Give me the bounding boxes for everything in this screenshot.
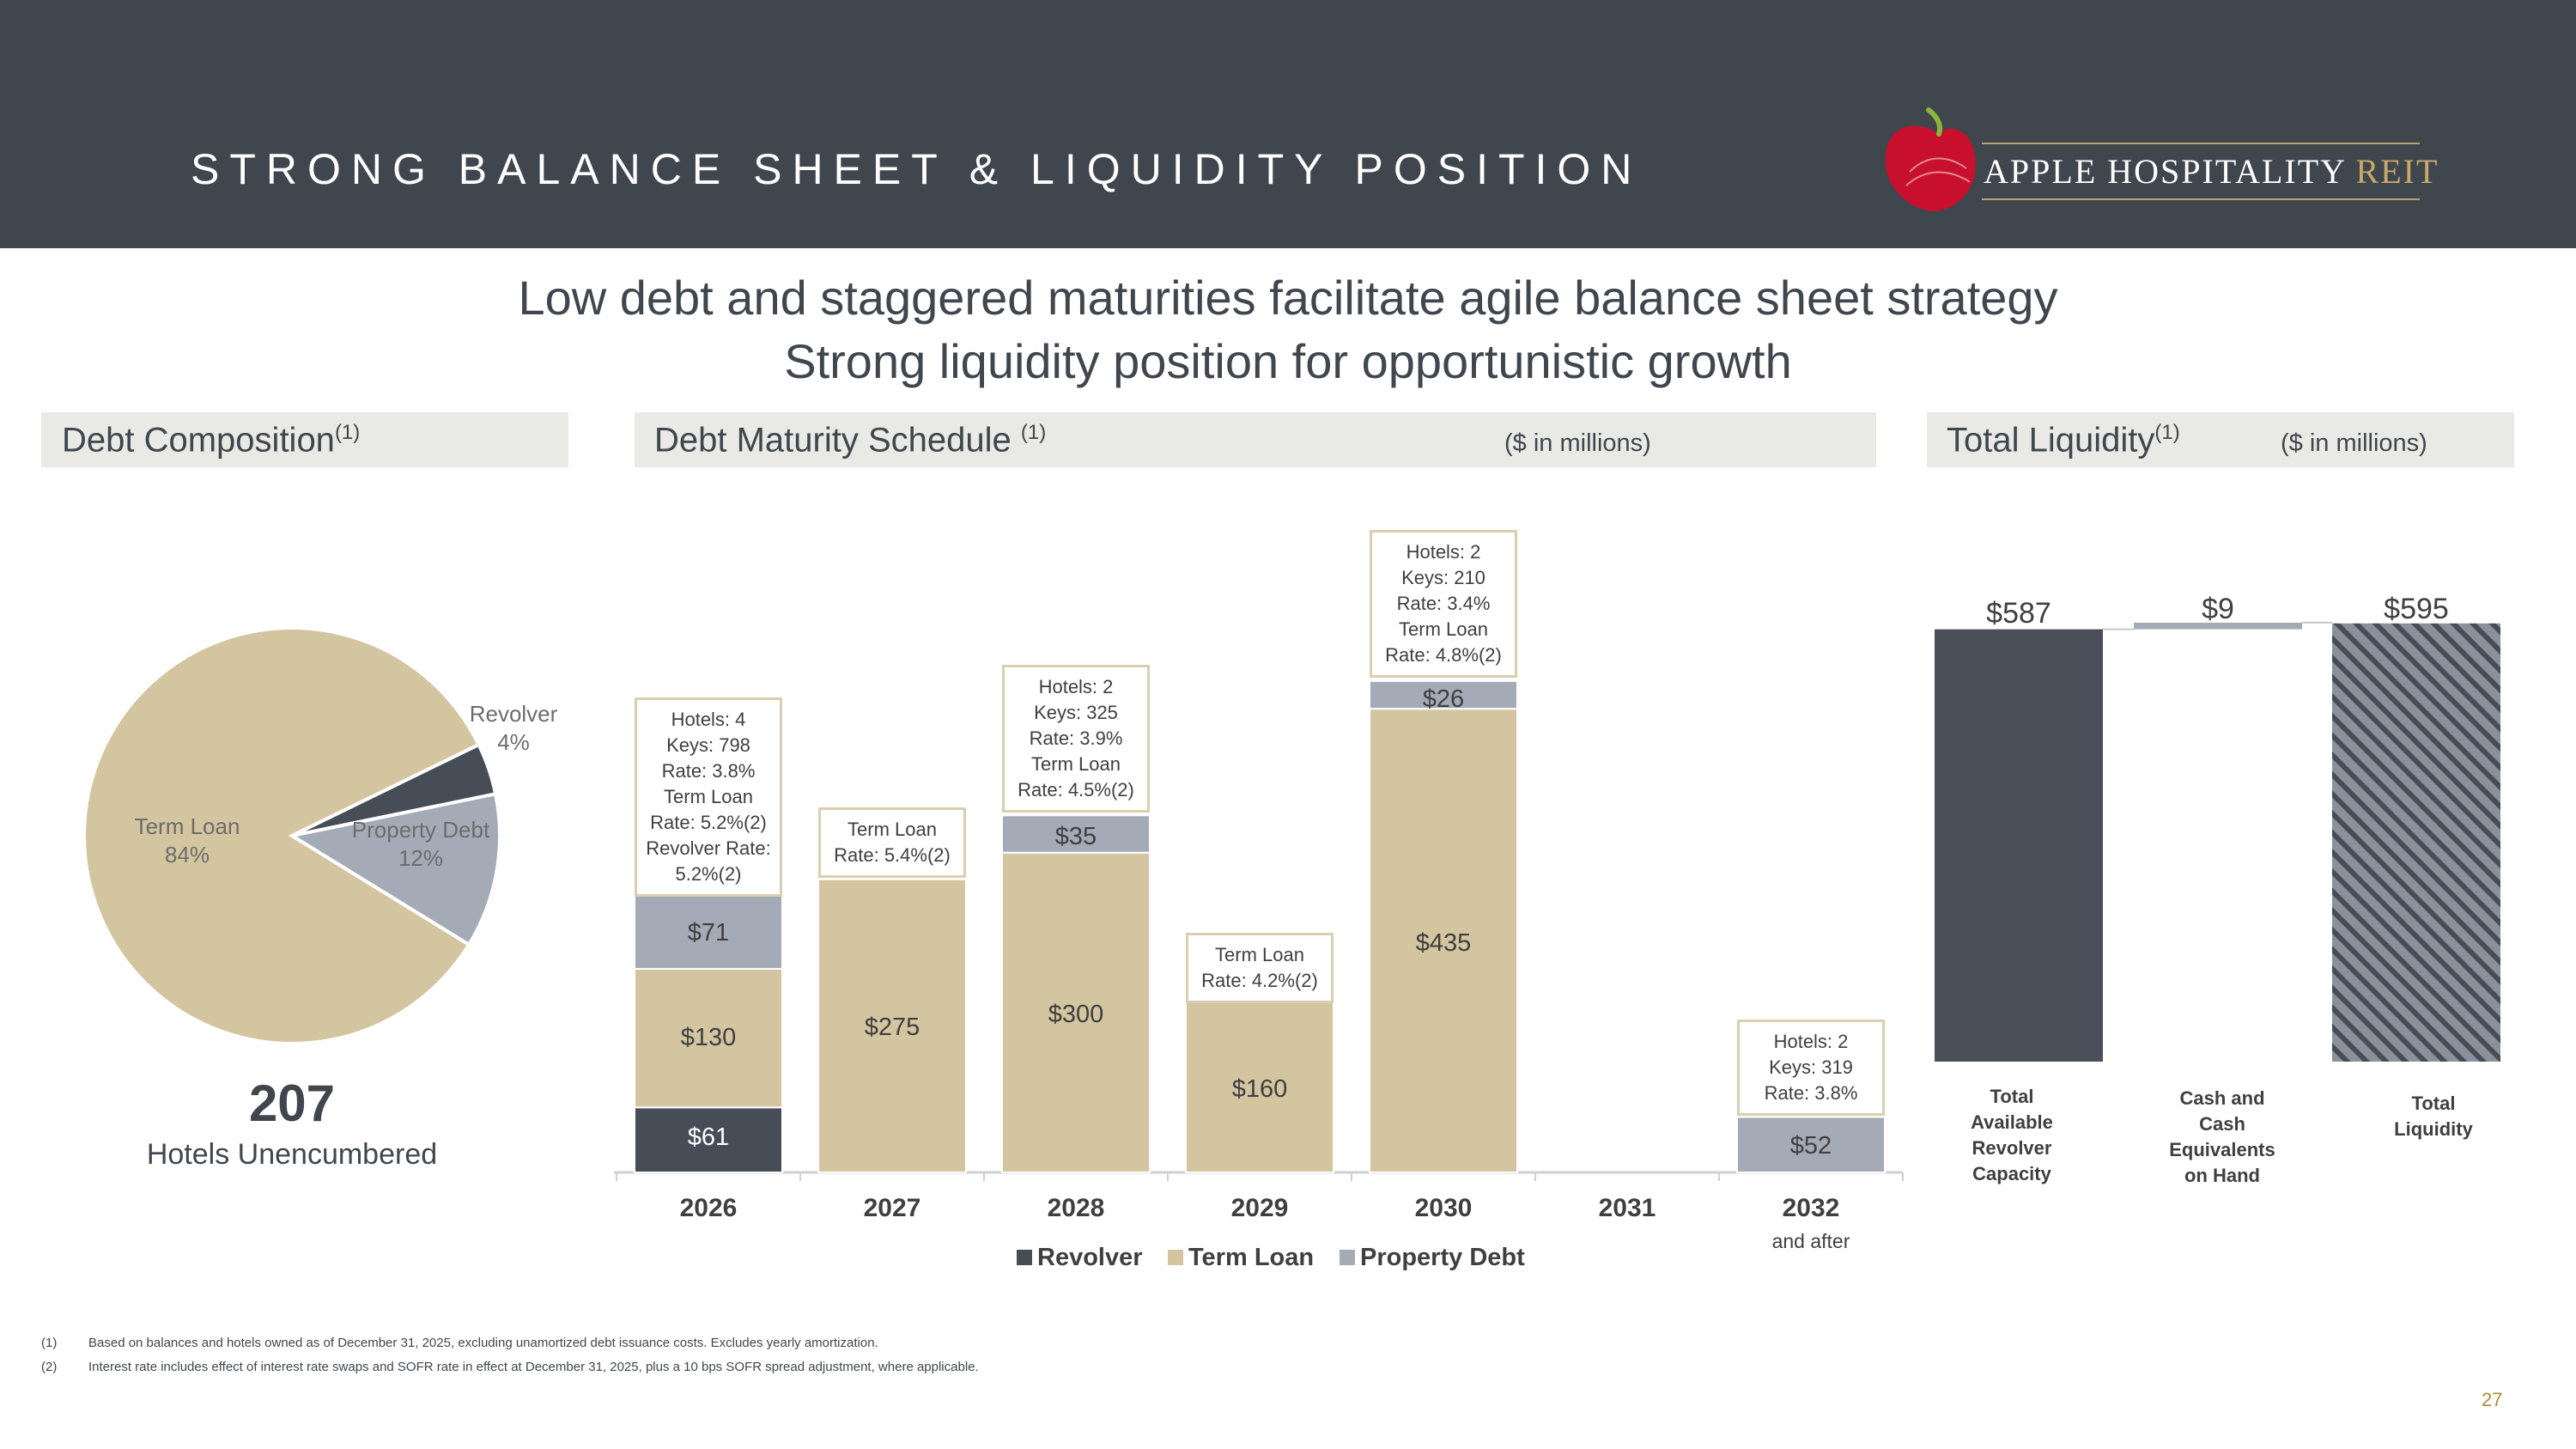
maturity-unit: ($ in millions) [1504,429,1651,457]
bar-2026-property-debt [634,892,783,970]
composition-section-bar [41,412,568,467]
liquidity-bar-revolver [1935,629,2103,1062]
header-band [0,0,2576,248]
callout-2027: Term Loan Rate: 5.4%(2) [818,807,966,878]
liquidity-unit: ($ in millions) [2281,429,2427,457]
bar-2028-term-loan [1001,851,1151,1173]
debt-composition-pie [82,625,501,1045]
liquidity-value-cash: $9 [2202,593,2234,625]
maturity-section-bar [635,412,1876,467]
page-title: STRONG BALANCE SHEET & LIQUIDITY POSITIO… [191,145,1643,193]
footnote-1: (1) Based on balances and hotels owned as… [41,1336,878,1350]
liquidity-category-revolver: Total Available Revolver Capacity [1971,1086,2053,1184]
liquidity-value-revolver: $587 [1986,597,2051,630]
composition-title: Debt Composition(1) [62,421,361,460]
liquidity-bar-total [2332,623,2500,1062]
debt-maturity-chart [614,679,1904,1181]
legend-term-loan: Term Loan [1168,1244,1314,1272]
bar-2029-term-loan [1185,1001,1334,1173]
logo-rule-top [1982,143,2420,144]
pie-slice-term-loan [82,625,482,1045]
liquidity-section-bar [1927,412,2514,467]
callout-2030: Hotels: 2 Keys: 210 Rate: 3.4% Term Loan Rat… [1370,530,1517,678]
year-label-2030: 2030 [1414,1194,1473,1222]
pie-label-property-debt: Property Debt 12% [351,817,490,871]
bar-label-2030-term-loan: $435 [1415,929,1472,957]
bar-2028-property-debt [1001,814,1151,854]
bar-label-2030-property-debt: $26 [1422,685,1465,713]
bar-2030-term-loan [1369,708,1518,1173]
bar-2026-term-loan [634,967,783,1109]
bar-2026-revolver [634,1106,783,1173]
logo-wordmark: APPLE HOSPITALITY REIT [1984,152,2439,191]
callout-2026: Hotels: 4 Keys: 798 Rate: 3.8% Term Loan Rat… [635,697,782,897]
total-liquidity-chart [1935,621,2500,1062]
liquidity-category-total: Total Liquidity [2394,1093,2473,1140]
bar-label-2028-term-loan: $300 [1048,1001,1104,1028]
year-label-2028: 2028 [1047,1194,1105,1222]
callout-2029: Term Loan Rate: 4.2%(2) [1186,933,1334,1003]
unencumbered-count: 207 [248,1075,336,1132]
bar-label-2032-property-debt: $52 [1789,1132,1832,1160]
legend-property-debt: Property Debt [1340,1244,1525,1272]
bar-label-2026-revolver: $61 [687,1123,730,1151]
liquidity-category-cash: Cash and Cash Equivalents on Hand [2169,1087,2275,1186]
pie-label-revolver: Revolver 4% [469,701,558,755]
bar-label-2027-term-loan: $275 [864,1014,920,1041]
year-label-2026: 2026 [679,1194,738,1222]
legend-swatch-term-loan [1168,1250,1183,1265]
year-label-2032: 2032 [1782,1194,1840,1222]
bar-label-2026-property-debt: $71 [687,919,730,947]
year-label-2027: 2027 [863,1194,921,1222]
headline-line-1: Low debt and staggered maturities facili… [518,271,2058,325]
year-label-2031: 2031 [1598,1194,1656,1222]
legend-swatch-revolver [1017,1250,1032,1265]
footnote-2: (2) Interest rate includes effect of inte… [41,1360,979,1374]
bar-2032-property-debt [1736,1116,1886,1174]
page-number: 27 [2482,1389,2503,1410]
bar-label-2029-term-loan: $160 [1231,1075,1288,1103]
legend-revolver: Revolver [1017,1244,1143,1272]
year-label-2029: 2029 [1230,1194,1289,1222]
bar-2027-term-loan [817,878,967,1173]
bar-2030-property-debt [1369,679,1518,710]
bar-label-2028-property-debt: $35 [1054,823,1097,850]
bar-label-2026-term-loan: $130 [680,1024,737,1051]
callout-2032: Hotels: 2 Keys: 319 Rate: 3.8% [1737,1020,1885,1116]
headline-line-2: Strong liquidity position for opportunis… [784,334,1792,388]
liquidity-value-total: $595 [2384,593,2449,625]
unencumbered-label: Hotels Unencumbered [146,1138,438,1171]
logo-rule-bottom [1982,198,2420,200]
pie-slice-property-debt [287,791,501,947]
liquidity-title: Total Liquidity(1) [1947,421,2180,460]
callout-2028: Hotels: 2 Keys: 325 Rate: 3.9% Term Loan Rat… [1002,665,1150,813]
year-note-and-after: and after [1771,1230,1850,1252]
pie-label-term-loan: Term Loan 84% [134,813,240,868]
legend-swatch-property-debt [1340,1250,1355,1265]
liquidity-bar-cash [2134,622,2302,630]
maturity-title: Debt Maturity Schedule (1) [654,421,1047,460]
